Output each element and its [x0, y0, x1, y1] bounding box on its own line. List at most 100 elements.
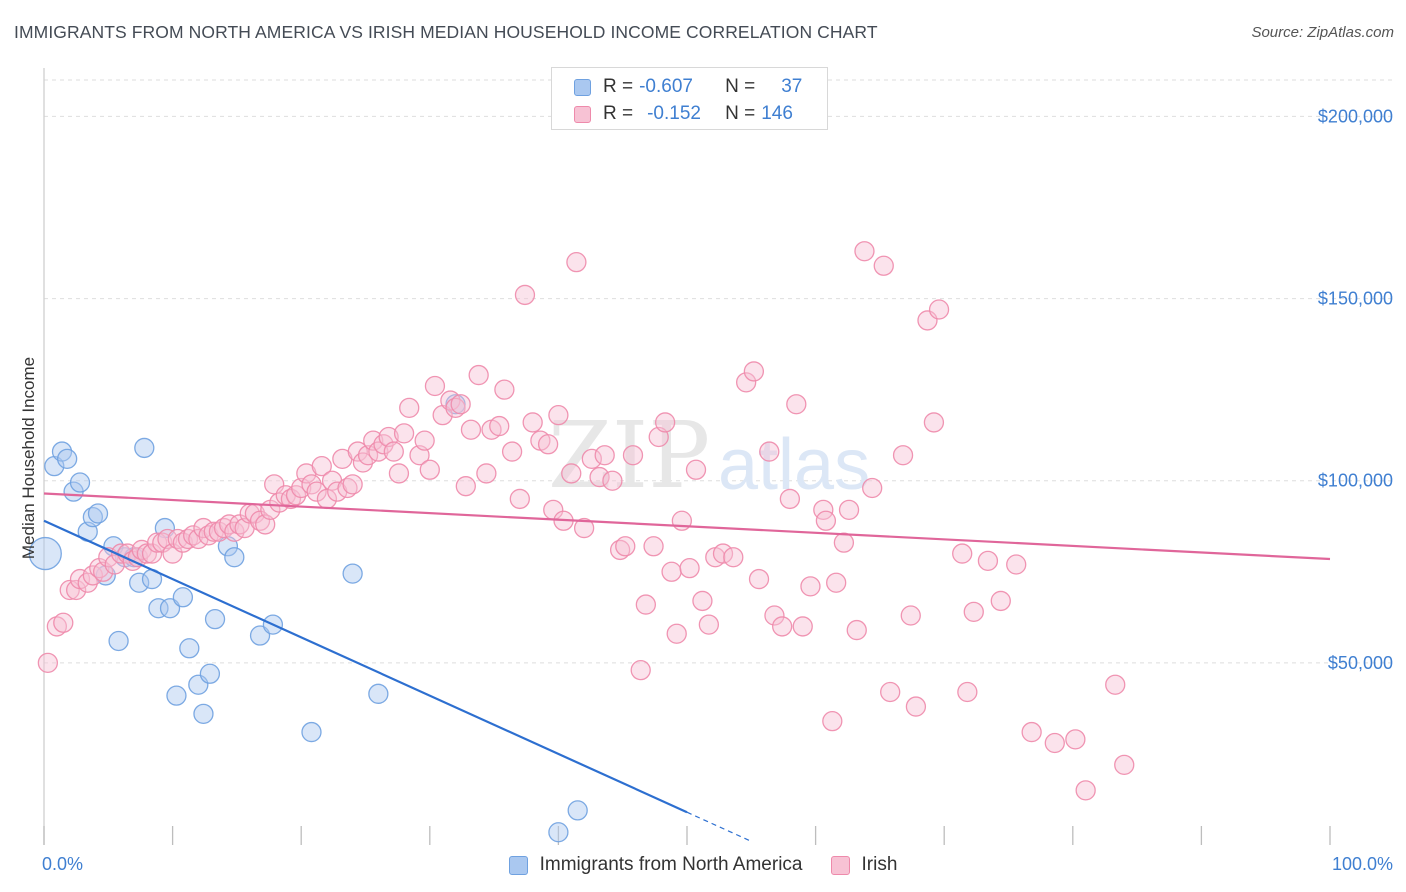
- point-irish: [548, 404, 569, 426]
- point-irish: [306, 481, 327, 502]
- legend-n-value-irish: 146: [761, 103, 793, 124]
- legend-swatch-irish: [574, 105, 591, 123]
- point-irish: [654, 412, 676, 433]
- point-immigrants: [87, 503, 109, 524]
- point-irish: [615, 536, 636, 557]
- watermark-zip: ZIP: [548, 402, 710, 509]
- point-irish: [905, 696, 927, 717]
- point-irish: [37, 652, 59, 674]
- point-irish: [393, 423, 415, 444]
- point-irish: [698, 614, 720, 635]
- point-irish: [414, 430, 435, 451]
- axes: [43, 68, 1331, 845]
- point-irish: [826, 572, 847, 593]
- point-irish: [399, 397, 420, 419]
- point-irish: [388, 463, 410, 484]
- y-tick-label: $50,000: [1328, 653, 1393, 673]
- point-irish: [522, 412, 543, 433]
- point-irish: [854, 241, 875, 262]
- point-irish: [450, 394, 471, 415]
- point-immigrants: [69, 472, 91, 493]
- point-irish: [1114, 754, 1135, 776]
- point-irish: [141, 543, 163, 564]
- series-immigrants-points: [28, 394, 588, 843]
- y-tick-label: $100,000: [1318, 471, 1393, 491]
- x-tick-min: 0.0%: [42, 854, 83, 874]
- series-legend-swatch-irish: [830, 855, 850, 875]
- point-irish: [455, 476, 476, 497]
- point-irish: [661, 561, 682, 582]
- point-irish: [671, 510, 693, 531]
- y-axis-label: Median Household Income: [19, 357, 38, 559]
- point-irish: [723, 547, 744, 568]
- point-immigrants: [193, 703, 214, 725]
- point-irish: [136, 543, 158, 564]
- trend-line-immigrants-extension: [686, 811, 752, 842]
- trend-lines: [43, 492, 1331, 842]
- watermark-atlas: atlas: [718, 425, 870, 505]
- series-legend-label-irish: Irish: [861, 854, 898, 875]
- point-irish: [602, 470, 623, 491]
- point-irish: [928, 299, 950, 320]
- point-irish: [685, 459, 707, 480]
- point-irish: [419, 459, 440, 480]
- point-immigrants: [567, 800, 588, 821]
- point-irish: [1075, 780, 1096, 801]
- legend-r-value-irish: -0.152: [647, 103, 701, 124]
- point-immigrants: [172, 587, 194, 608]
- point-irish: [957, 681, 978, 703]
- y-tick-label: $150,000: [1318, 289, 1393, 309]
- point-irish: [594, 445, 615, 466]
- point-irish: [977, 550, 999, 572]
- x-tick-max: 100.0%: [1332, 854, 1393, 874]
- point-immigrants: [249, 625, 271, 646]
- point-irish: [772, 616, 793, 637]
- point-irish: [743, 361, 765, 382]
- point-irish: [880, 681, 901, 703]
- point-immigrants: [148, 598, 169, 619]
- point-irish: [800, 576, 821, 597]
- point-immigrants: [134, 437, 155, 459]
- point-irish: [900, 605, 921, 626]
- point-irish: [952, 543, 973, 564]
- point-irish: [923, 412, 945, 433]
- series-legend-irish: Irish: [830, 854, 898, 876]
- point-immigrants: [56, 448, 78, 470]
- point-irish: [53, 612, 74, 633]
- legend-swatch-immigrants: [574, 78, 591, 96]
- point-irish: [1006, 554, 1027, 575]
- series-legend-label-immigrants: Immigrants from North America: [539, 854, 803, 875]
- series-legend-immigrants: Immigrants from North America: [508, 854, 803, 876]
- point-irish: [846, 619, 867, 641]
- point-immigrants: [301, 721, 322, 743]
- point-irish: [424, 375, 446, 397]
- point-immigrants: [548, 822, 569, 843]
- point-irish: [468, 364, 489, 386]
- point-immigrants: [166, 685, 187, 706]
- point-irish: [311, 455, 332, 477]
- trend-line-immigrants: [43, 519, 688, 814]
- legend-r-label: R =: [603, 76, 634, 97]
- series-legend-swatch-immigrants: [508, 855, 528, 875]
- point-irish: [342, 474, 363, 495]
- legend-row-immigrants: R = -0.607 N = 37: [552, 73, 802, 101]
- point-irish: [833, 532, 855, 553]
- legend-n-label: N =: [725, 103, 756, 124]
- point-irish: [692, 590, 713, 612]
- point-immigrants: [28, 536, 62, 571]
- point-irish: [786, 394, 807, 415]
- watermark: ZIP atlas: [548, 402, 870, 509]
- point-irish: [46, 616, 68, 637]
- point-irish: [630, 659, 651, 681]
- point-immigrants: [204, 608, 226, 630]
- point-irish: [509, 488, 530, 510]
- legend-row-irish: R = -0.152 N = 146: [552, 100, 793, 128]
- point-irish: [643, 536, 664, 557]
- series-legend: Immigrants from North America Irish: [0, 852, 1406, 878]
- point-irish: [838, 499, 860, 521]
- point-irish: [383, 441, 404, 462]
- point-irish: [779, 488, 801, 510]
- point-irish: [66, 579, 87, 601]
- point-irish: [489, 415, 510, 437]
